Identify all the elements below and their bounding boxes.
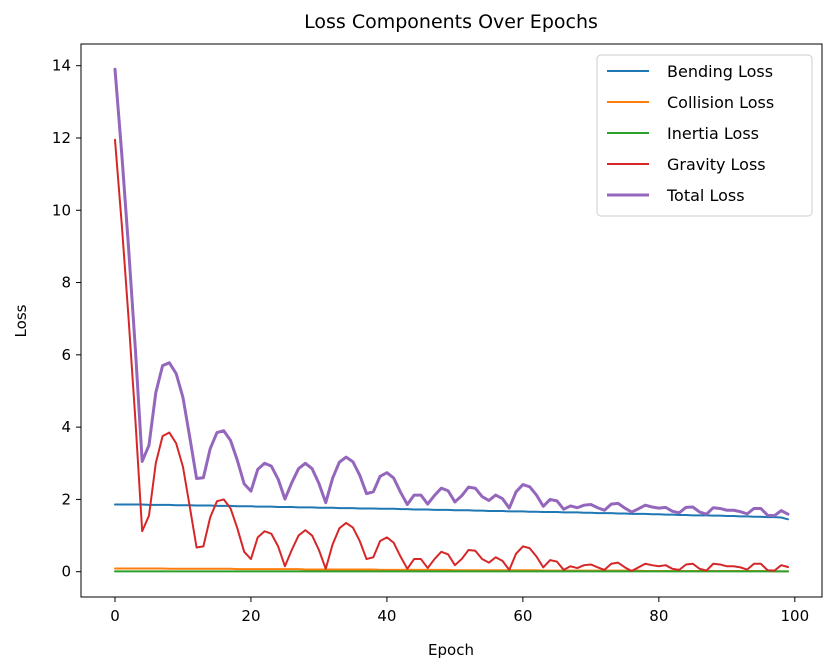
series-line-bending-loss	[113, 503, 790, 521]
y-tick-label: 6	[61, 346, 71, 364]
chart-title: Loss Components Over Epochs	[304, 11, 598, 33]
legend-label-gravity-loss: Gravity Loss	[667, 155, 766, 174]
legend-label-inertia-loss: Inertia Loss	[667, 124, 759, 143]
x-tick-label: 60	[513, 607, 532, 625]
y-axis-label: Loss	[12, 304, 30, 337]
legend-label-collision-loss: Collision Loss	[667, 93, 774, 112]
series-line-gravity-loss	[113, 138, 790, 572]
y-tick-label: 4	[61, 418, 71, 436]
y-axis: 0 2 4 6 8 10 12 14	[52, 57, 81, 581]
x-axis: 0 20 40 60 80 100	[110, 597, 809, 625]
x-tick-label: 80	[649, 607, 668, 625]
x-tick-label: 0	[110, 607, 120, 625]
x-tick-label: 100	[780, 607, 809, 625]
legend-label-total-loss: Total Loss	[666, 186, 745, 205]
x-axis-label: Epoch	[428, 641, 474, 659]
legend-box	[596, 54, 813, 217]
series-layer	[113, 67, 790, 573]
series-line-total-loss	[113, 67, 790, 518]
y-tick-label: 0	[61, 563, 71, 581]
y-tick-label: 14	[52, 57, 71, 75]
x-tick-label: 20	[241, 607, 260, 625]
plot-frame	[80, 43, 823, 598]
y-tick-label: 8	[61, 274, 71, 292]
x-tick-label: 40	[377, 607, 396, 625]
y-tick-label: 2	[61, 490, 71, 508]
legend: Bending Loss Collision Loss Inertia Loss Gr…	[596, 54, 813, 217]
legend-label-bending-loss: Bending Loss	[667, 62, 773, 81]
y-tick-label: 12	[52, 129, 71, 147]
y-tick-label: 10	[52, 201, 71, 219]
